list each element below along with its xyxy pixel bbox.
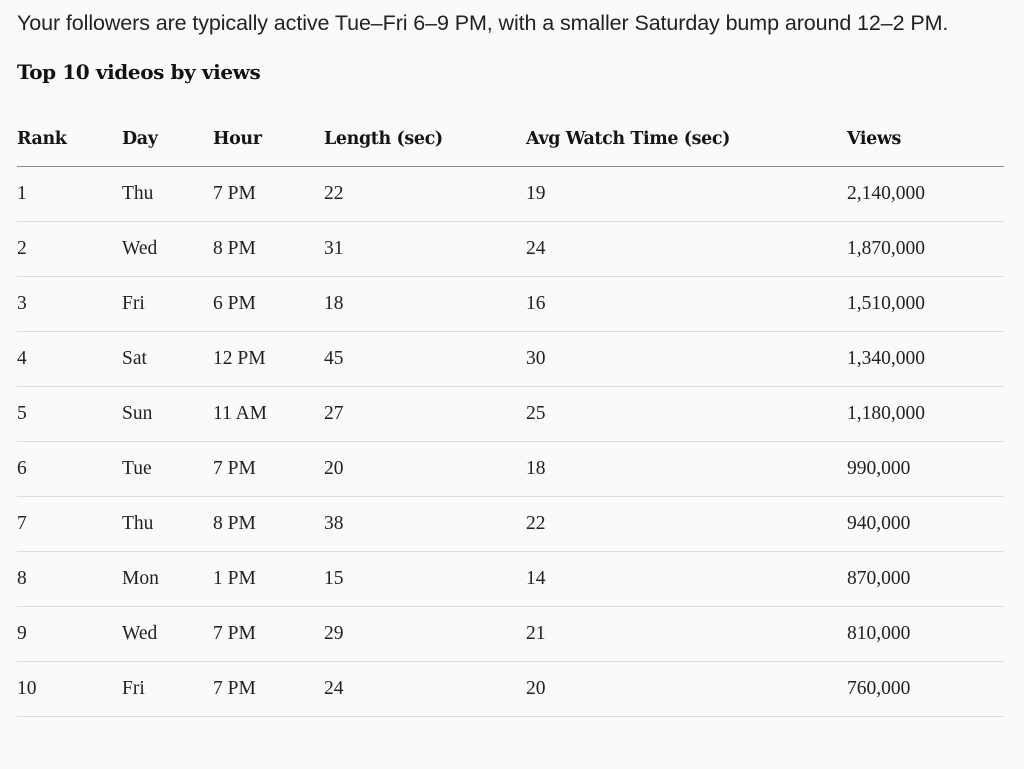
table-row: 4 Sat 12 PM 45 30 1,340,000 — [17, 331, 1004, 387]
cell-avg-watch-time: 24 — [526, 221, 847, 277]
table-row: 9 Wed 7 PM 29 21 810,000 — [17, 606, 1004, 662]
cell-views: 760,000 — [847, 661, 1004, 717]
cell-rank: 9 — [17, 606, 122, 662]
cell-avg-watch-time: 18 — [526, 441, 847, 497]
cell-length: 38 — [324, 496, 526, 552]
header-avg-watch-time: Avg Watch Time (sec) — [526, 112, 847, 167]
cell-rank: 4 — [17, 331, 122, 387]
header-views: Views — [847, 112, 1004, 167]
cell-hour: 6 PM — [213, 276, 324, 332]
cell-day: Wed — [122, 606, 213, 662]
table-row: 3 Fri 6 PM 18 16 1,510,000 — [17, 276, 1004, 332]
cell-hour: 11 AM — [213, 386, 324, 442]
cell-length: 31 — [324, 221, 526, 277]
cell-length: 20 — [324, 441, 526, 497]
cell-avg-watch-time: 21 — [526, 606, 847, 662]
cell-day: Thu — [122, 166, 213, 222]
table-row: 1 Thu 7 PM 22 19 2,140,000 — [17, 166, 1004, 222]
cell-hour: 1 PM — [213, 551, 324, 607]
cell-rank: 1 — [17, 166, 122, 222]
cell-avg-watch-time: 25 — [526, 386, 847, 442]
table-row: 2 Wed 8 PM 31 24 1,870,000 — [17, 221, 1004, 277]
cell-length: 15 — [324, 551, 526, 607]
cell-length: 18 — [324, 276, 526, 332]
cell-rank: 7 — [17, 496, 122, 552]
cell-length: 22 — [324, 166, 526, 222]
table-row: 8 Mon 1 PM 15 14 870,000 — [17, 551, 1004, 607]
cell-avg-watch-time: 30 — [526, 331, 847, 387]
cell-day: Mon — [122, 551, 213, 607]
cell-views: 1,340,000 — [847, 331, 1004, 387]
cell-hour: 7 PM — [213, 661, 324, 717]
header-rank: Rank — [17, 112, 122, 167]
cell-hour: 12 PM — [213, 331, 324, 387]
cell-views: 1,870,000 — [847, 221, 1004, 277]
cell-rank: 10 — [17, 661, 122, 717]
cell-avg-watch-time: 16 — [526, 276, 847, 332]
cell-day: Tue — [122, 441, 213, 497]
cell-day: Wed — [122, 221, 213, 277]
header-hour: Hour — [213, 112, 324, 167]
cell-views: 1,510,000 — [847, 276, 1004, 332]
header-length: Length (sec) — [324, 112, 526, 167]
cell-avg-watch-time: 14 — [526, 551, 847, 607]
intro-text: Your followers are typically active Tue–… — [17, 11, 949, 35]
cell-hour: 8 PM — [213, 221, 324, 277]
cell-rank: 6 — [17, 441, 122, 497]
cell-day: Sun — [122, 386, 213, 442]
cell-hour: 7 PM — [213, 166, 324, 222]
top-videos-table: Rank Day Hour Length (sec) Avg Watch Tim… — [17, 112, 1004, 717]
table-row: 6 Tue 7 PM 20 18 990,000 — [17, 441, 1004, 497]
table-row: 7 Thu 8 PM 38 22 940,000 — [17, 496, 1004, 552]
cell-length: 27 — [324, 386, 526, 442]
cell-length: 24 — [324, 661, 526, 717]
cell-day: Thu — [122, 496, 213, 552]
cell-hour: 8 PM — [213, 496, 324, 552]
content-area: Your followers are typically active Tue–… — [17, 6, 1004, 717]
cell-views: 810,000 — [847, 606, 1004, 662]
cell-hour: 7 PM — [213, 606, 324, 662]
cell-avg-watch-time: 20 — [526, 661, 847, 717]
table-header-row: Rank Day Hour Length (sec) Avg Watch Tim… — [17, 112, 1004, 167]
cell-day: Fri — [122, 276, 213, 332]
cell-day: Sat — [122, 331, 213, 387]
cell-rank: 5 — [17, 386, 122, 442]
cell-rank: 8 — [17, 551, 122, 607]
table-row: 10 Fri 7 PM 24 20 760,000 — [17, 661, 1004, 717]
cell-views: 940,000 — [847, 496, 1004, 552]
cell-hour: 7 PM — [213, 441, 324, 497]
cell-views: 990,000 — [847, 441, 1004, 497]
cell-avg-watch-time: 22 — [526, 496, 847, 552]
cell-length: 29 — [324, 606, 526, 662]
cell-views: 870,000 — [847, 551, 1004, 607]
cell-avg-watch-time: 19 — [526, 166, 847, 222]
header-day: Day — [122, 112, 213, 167]
cell-rank: 3 — [17, 276, 122, 332]
cell-length: 45 — [324, 331, 526, 387]
cell-views: 1,180,000 — [847, 386, 1004, 442]
cell-day: Fri — [122, 661, 213, 717]
table-row: 5 Sun 11 AM 27 25 1,180,000 — [17, 386, 1004, 442]
section-title: Top 10 videos by views — [17, 60, 261, 84]
cell-rank: 2 — [17, 221, 122, 277]
cell-views: 2,140,000 — [847, 166, 1004, 222]
